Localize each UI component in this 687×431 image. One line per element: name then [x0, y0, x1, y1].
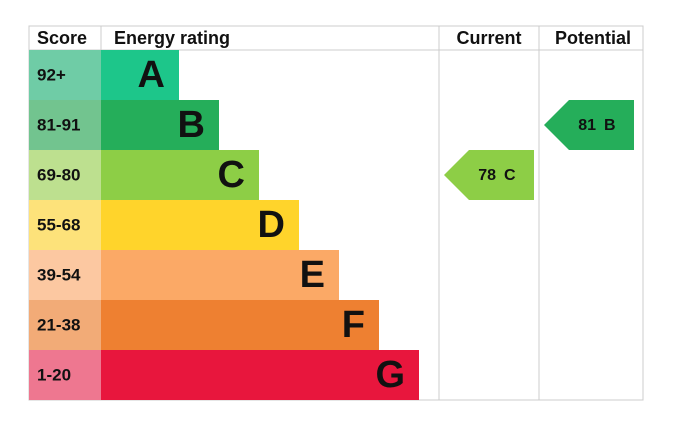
- rating-bar: [101, 100, 219, 150]
- score-range: 81-91: [37, 115, 80, 134]
- rating-bar: [101, 300, 379, 350]
- rating-bar: [101, 150, 259, 200]
- rating-bar: [101, 200, 299, 250]
- current-rating: C: [504, 167, 516, 184]
- header-current: Current: [456, 28, 521, 48]
- score-cell: [29, 200, 101, 250]
- header-score: Score: [37, 28, 87, 48]
- rating-letter: G: [375, 354, 405, 396]
- rating-letter: D: [258, 204, 285, 246]
- score-cell: [29, 300, 101, 350]
- potential-arrow: [544, 100, 634, 150]
- current-arrow: [444, 150, 534, 200]
- rating-bar: [101, 350, 419, 400]
- score-range: 1-20: [37, 365, 71, 384]
- rating-letter: F: [342, 304, 365, 346]
- score-range: 21-38: [37, 315, 80, 334]
- current-score: 78: [478, 167, 496, 184]
- score-cell: [29, 350, 101, 400]
- score-cell: [29, 250, 101, 300]
- score-range: 55-68: [37, 215, 80, 234]
- header-rating: Energy rating: [114, 28, 230, 48]
- score-cell: [29, 150, 101, 200]
- score-cell: [29, 100, 101, 150]
- header-potential: Potential: [555, 28, 631, 48]
- rating-letter: B: [178, 104, 205, 146]
- rating-bar: [101, 50, 179, 100]
- rating-letter: E: [300, 254, 325, 296]
- rating-letter: C: [218, 154, 245, 196]
- potential-score: 81: [578, 117, 596, 134]
- potential-rating: B: [604, 117, 616, 134]
- score-cell: [29, 50, 101, 100]
- rating-bar: [101, 250, 339, 300]
- score-range: 69-80: [37, 165, 80, 184]
- rating-letter: A: [138, 54, 165, 96]
- score-range: 92+: [37, 65, 66, 84]
- score-range: 39-54: [37, 265, 81, 284]
